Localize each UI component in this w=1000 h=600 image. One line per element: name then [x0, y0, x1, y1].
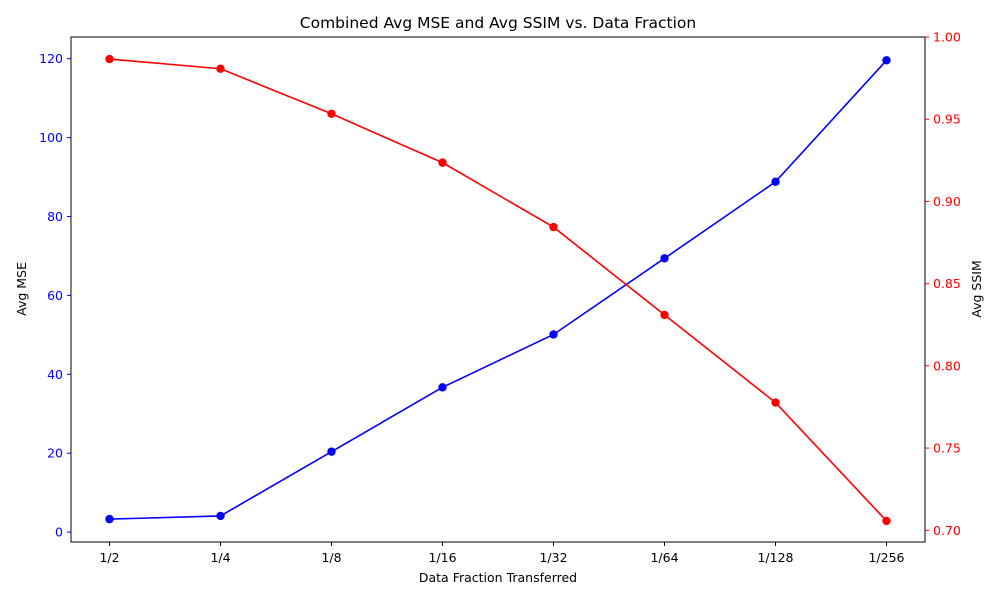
x-tick-label: 1/8 — [321, 550, 341, 565]
y-left-tick-label: 60 — [47, 288, 63, 303]
y-axis-left-label: Avg MSE — [14, 262, 29, 316]
y-left-tick-label: 100 — [39, 130, 63, 145]
data-point-ssim — [549, 222, 558, 232]
data-point-ssim — [771, 398, 780, 407]
data-point-mse — [882, 56, 891, 65]
chart-title: Combined Avg MSE and Avg SSIM vs. Data F… — [300, 14, 696, 32]
data-point-mse — [771, 177, 780, 186]
data-point-mse — [327, 447, 336, 456]
y-right-tick-label: 1.00 — [933, 30, 961, 45]
y-left-tick-label: 80 — [47, 209, 63, 224]
x-tick-label: 1/2 — [99, 550, 119, 565]
x-tick-label: 1/32 — [539, 550, 567, 565]
y-left-tick-label: 40 — [47, 367, 63, 382]
plot-area: 1/2 1/4 1/8 1/16 1/32 1/64 1/128 1/256 0 20 40 60 80… — [39, 30, 961, 566]
plot-frame — [70, 36, 926, 543]
y-axis-right-label: Avg SSIM — [969, 260, 984, 317]
y-right-tick-label: 0.95 — [933, 112, 961, 127]
series-line-ssim — [109, 58, 888, 522]
data-point-mse — [216, 511, 225, 521]
data-point-mse — [660, 254, 669, 263]
y-left-tick-label: 0 — [55, 525, 63, 540]
y-right-tick-label: 0.75 — [933, 441, 961, 456]
data-point-mse — [105, 514, 114, 524]
x-tick-label: 1/64 — [650, 550, 678, 565]
y-left-tick-label: 20 — [47, 446, 63, 461]
x-tick-label: 1/16 — [428, 550, 456, 565]
data-point-ssim — [327, 109, 336, 118]
x-tick-label: 1/4 — [210, 550, 230, 565]
data-point-ssim — [216, 64, 225, 73]
data-point-ssim — [105, 54, 114, 64]
data-point-ssim — [882, 516, 891, 526]
data-point-mse — [549, 330, 558, 339]
y-right-tick-label: 0.80 — [933, 358, 961, 373]
data-point-ssim — [438, 158, 447, 167]
y-left-tick-label: 120 — [39, 51, 63, 66]
x-axis-label: Data Fraction Transferred — [419, 570, 577, 585]
x-tick-label: 1/128 — [757, 550, 793, 565]
data-point-ssim — [660, 310, 669, 320]
data-point-mse — [438, 383, 447, 392]
y-right-tick-label: 0.85 — [933, 276, 961, 291]
y-right-tick-label: 0.90 — [933, 194, 961, 209]
x-tick-label: 1/256 — [868, 550, 904, 565]
series-line-mse — [109, 59, 888, 520]
y-right-tick-label: 0.70 — [933, 523, 961, 538]
